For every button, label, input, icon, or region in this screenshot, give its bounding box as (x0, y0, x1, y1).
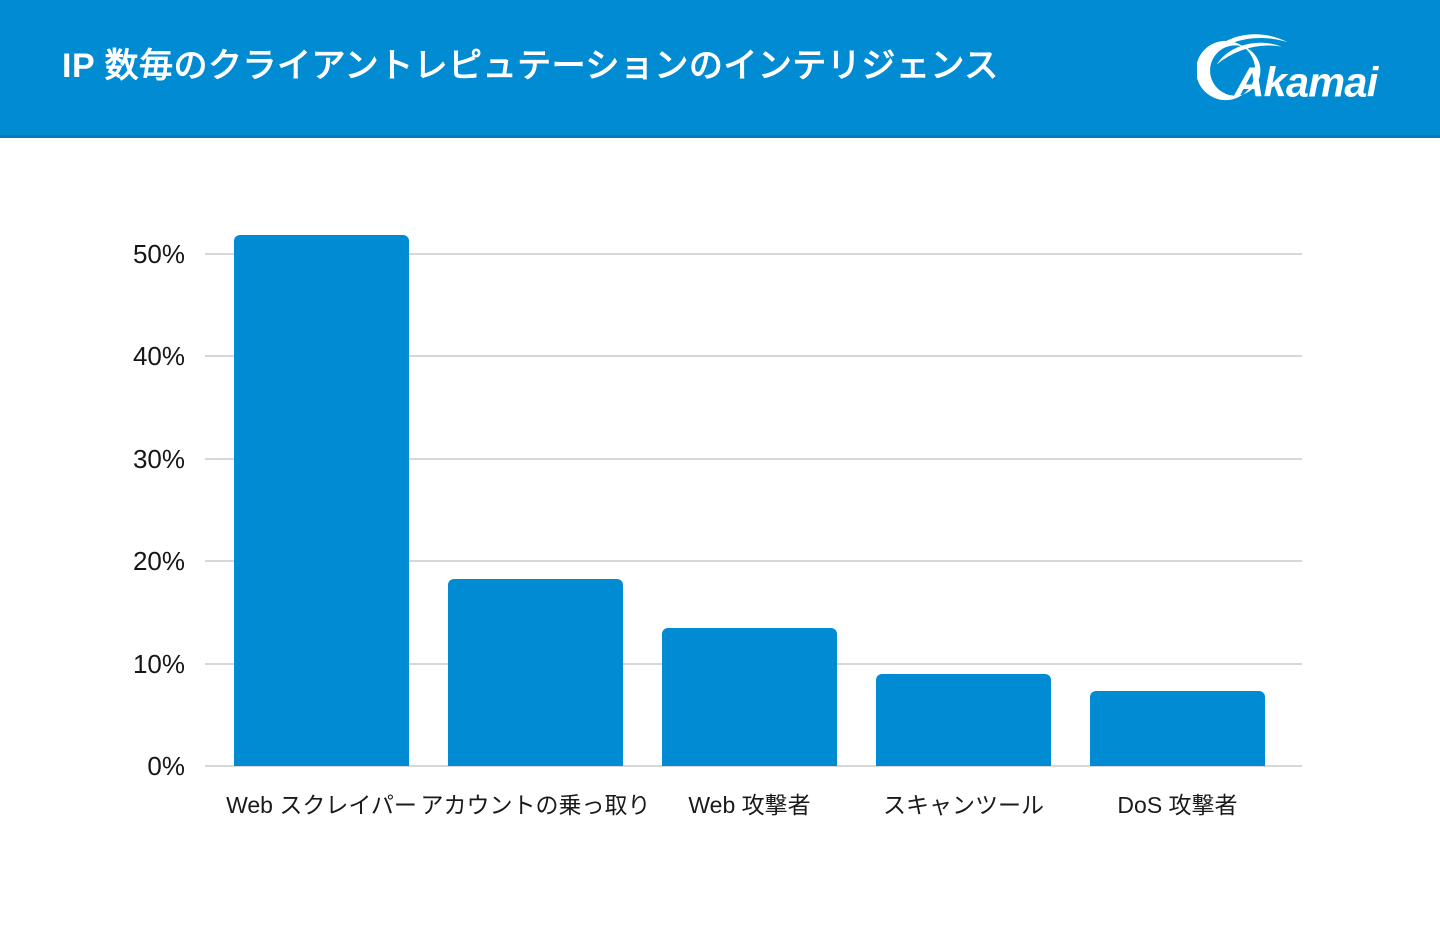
x-axis-label-4: DoS 攻撃者 (1117, 792, 1238, 818)
akamai-logo: Akamai (1196, 32, 1383, 111)
x-axis-label-3: スキャンツール (883, 792, 1044, 818)
x-axis-label-1: アカウントの乗っ取り (420, 792, 651, 818)
bar-1 (448, 579, 623, 766)
bar-4 (1090, 691, 1265, 766)
page-title: IP 数毎のクライアントレピュテーションのインテリジェンス (62, 47, 999, 85)
akamai-wordmark: Akamai (1234, 58, 1380, 105)
y-axis-label: 0% (147, 751, 185, 781)
x-axis-label-2: Web 攻撃者 (688, 792, 811, 818)
akamai-logo-graphic: Akamai (1196, 34, 1380, 105)
gridline-40% (205, 355, 1302, 357)
y-axis-label: 30% (132, 443, 185, 474)
y-axis-label: 40% (132, 341, 185, 371)
bar-0 (234, 235, 409, 766)
gridline-50% (205, 252, 1302, 255)
header: IP 数毎のクライアントレピュテーションのインテリジェンス Akamai (0, 0, 1440, 138)
bar-chart: 0% 10% 20% 30% 40% 50% Web スクレイパー アカウントの乗っ取り Web… (133, 233, 1302, 818)
y-axis-label: 10% (132, 648, 185, 679)
akamai-swoosh-icon (1207, 34, 1288, 58)
gridline-20% (205, 560, 1302, 562)
x-axis-label-0: Web スクレイパー (226, 792, 417, 818)
gridline-30% (205, 457, 1302, 460)
bar-2 (662, 627, 837, 766)
gridline-0% (205, 765, 1302, 767)
akamai-swoosh-icon (1216, 42, 1282, 65)
akamai-crescent-icon (1196, 40, 1261, 101)
y-axis-label: 50% (132, 238, 185, 269)
y-axis-label: 20% (132, 546, 185, 576)
bar-3 (876, 673, 1051, 766)
